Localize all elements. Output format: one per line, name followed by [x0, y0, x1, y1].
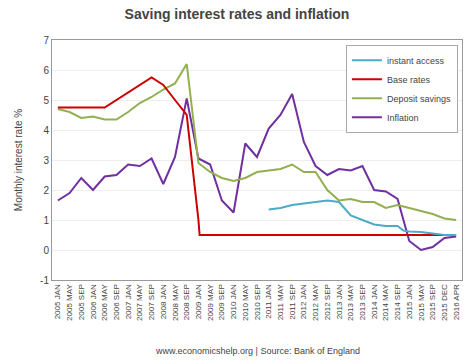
svg-text:2011 SEP: 2011 SEP [288, 284, 297, 319]
svg-text:2014 SEP: 2014 SEP [393, 284, 402, 320]
svg-text:2008 SEP: 2008 SEP [182, 284, 191, 320]
svg-text:7: 7 [43, 35, 49, 46]
svg-text:2005 SEP: 2005 SEP [77, 284, 86, 320]
svg-text:Deposit savings: Deposit savings [387, 94, 451, 104]
svg-text:2006 JAN: 2006 JAN [89, 284, 98, 319]
svg-text:2009 JAN: 2009 JAN [194, 284, 203, 319]
svg-text:2010 SEP: 2010 SEP [253, 284, 262, 320]
svg-text:2014 JAN: 2014 JAN [370, 284, 379, 319]
svg-text:2013 SEP: 2013 SEP [358, 284, 367, 320]
svg-text:2015 MAY: 2015 MAY [417, 284, 426, 321]
svg-text:2006 MAY: 2006 MAY [100, 284, 109, 321]
svg-text:2010 MAY: 2010 MAY [241, 284, 250, 321]
svg-text:Inflation: Inflation [387, 113, 419, 123]
svg-text:2015 DEC: 2015 DEC [440, 284, 449, 321]
svg-text:6: 6 [43, 65, 49, 76]
svg-text:www.economicshelp.org | Source: www.economicshelp.org | Source: Bank of … [155, 346, 360, 356]
svg-text:2009 MAY: 2009 MAY [206, 284, 215, 321]
svg-text:-1: -1 [40, 275, 49, 286]
svg-text:2016 APR: 2016 APR [452, 284, 461, 320]
svg-text:Monthly interest rate %: Monthly interest rate % [13, 109, 24, 211]
svg-text:2013 MAY: 2013 MAY [346, 284, 355, 321]
svg-text:2005 MAY: 2005 MAY [65, 284, 74, 321]
svg-text:2012 SEP: 2012 SEP [323, 284, 332, 320]
svg-text:2015 SEP: 2015 SEP [428, 284, 437, 320]
svg-text:2014 MAY: 2014 MAY [381, 284, 390, 321]
svg-text:2007 MAY: 2007 MAY [135, 284, 144, 321]
svg-text:2011 MAY: 2011 MAY [276, 284, 285, 321]
svg-text:2015 JAN: 2015 JAN [405, 284, 414, 319]
svg-text:2012 JAN: 2012 JAN [299, 284, 308, 319]
svg-text:5: 5 [43, 95, 49, 106]
svg-text:3: 3 [43, 155, 49, 166]
svg-text:Base rates: Base rates [387, 75, 431, 85]
svg-text:2007 SEP: 2007 SEP [147, 284, 156, 320]
svg-text:0: 0 [43, 245, 49, 256]
svg-text:2012 MAY: 2012 MAY [311, 284, 320, 321]
svg-text:instant access: instant access [387, 56, 445, 66]
svg-text:2: 2 [43, 185, 49, 196]
svg-text:2005 JAN: 2005 JAN [53, 284, 62, 319]
svg-text:Saving interest rates and infl: Saving interest rates and inflation [125, 6, 350, 22]
svg-text:2013 JAN: 2013 JAN [335, 284, 344, 319]
svg-text:2008 MAY: 2008 MAY [171, 284, 180, 321]
svg-text:4: 4 [43, 125, 49, 136]
svg-text:2011 JAN: 2011 JAN [264, 284, 273, 319]
svg-text:2008 JAN: 2008 JAN [159, 284, 168, 319]
svg-text:1: 1 [43, 215, 49, 226]
svg-text:2006 SEP: 2006 SEP [112, 284, 121, 320]
svg-text:2010 JAN: 2010 JAN [229, 284, 238, 319]
svg-text:2007 JAN: 2007 JAN [124, 284, 133, 319]
svg-text:2009 SEP: 2009 SEP [217, 284, 226, 320]
